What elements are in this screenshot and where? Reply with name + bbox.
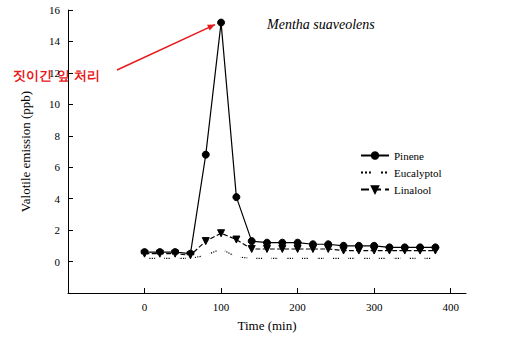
svg-text:400: 400 — [442, 301, 459, 313]
svg-text:Linalool: Linalool — [394, 184, 431, 196]
svg-text:Time (min): Time (min) — [237, 318, 296, 333]
svg-text:0: 0 — [55, 256, 61, 268]
svg-text:4: 4 — [55, 193, 61, 205]
svg-text:6: 6 — [55, 161, 61, 173]
svg-text:Eucalyptol: Eucalyptol — [394, 167, 442, 179]
svg-text:300: 300 — [366, 301, 383, 313]
svg-text:0: 0 — [142, 301, 148, 313]
svg-text:짓이긴 잎 처리: 짓이긴 잎 처리 — [13, 68, 101, 83]
svg-text:Pinene: Pinene — [394, 150, 424, 162]
svg-text:Valotile emission (ppb): Valotile emission (ppb) — [18, 91, 33, 212]
svg-text:100: 100 — [213, 301, 230, 313]
svg-text:16: 16 — [49, 4, 61, 16]
svg-text:14: 14 — [49, 35, 61, 47]
svg-text:12: 12 — [49, 67, 60, 79]
svg-text:8: 8 — [55, 130, 61, 142]
svg-text:10: 10 — [49, 98, 61, 110]
svg-text:2: 2 — [55, 224, 61, 236]
svg-text:200: 200 — [289, 301, 306, 313]
svg-text:Mentha suaveolens: Mentha suaveolens — [266, 17, 375, 32]
